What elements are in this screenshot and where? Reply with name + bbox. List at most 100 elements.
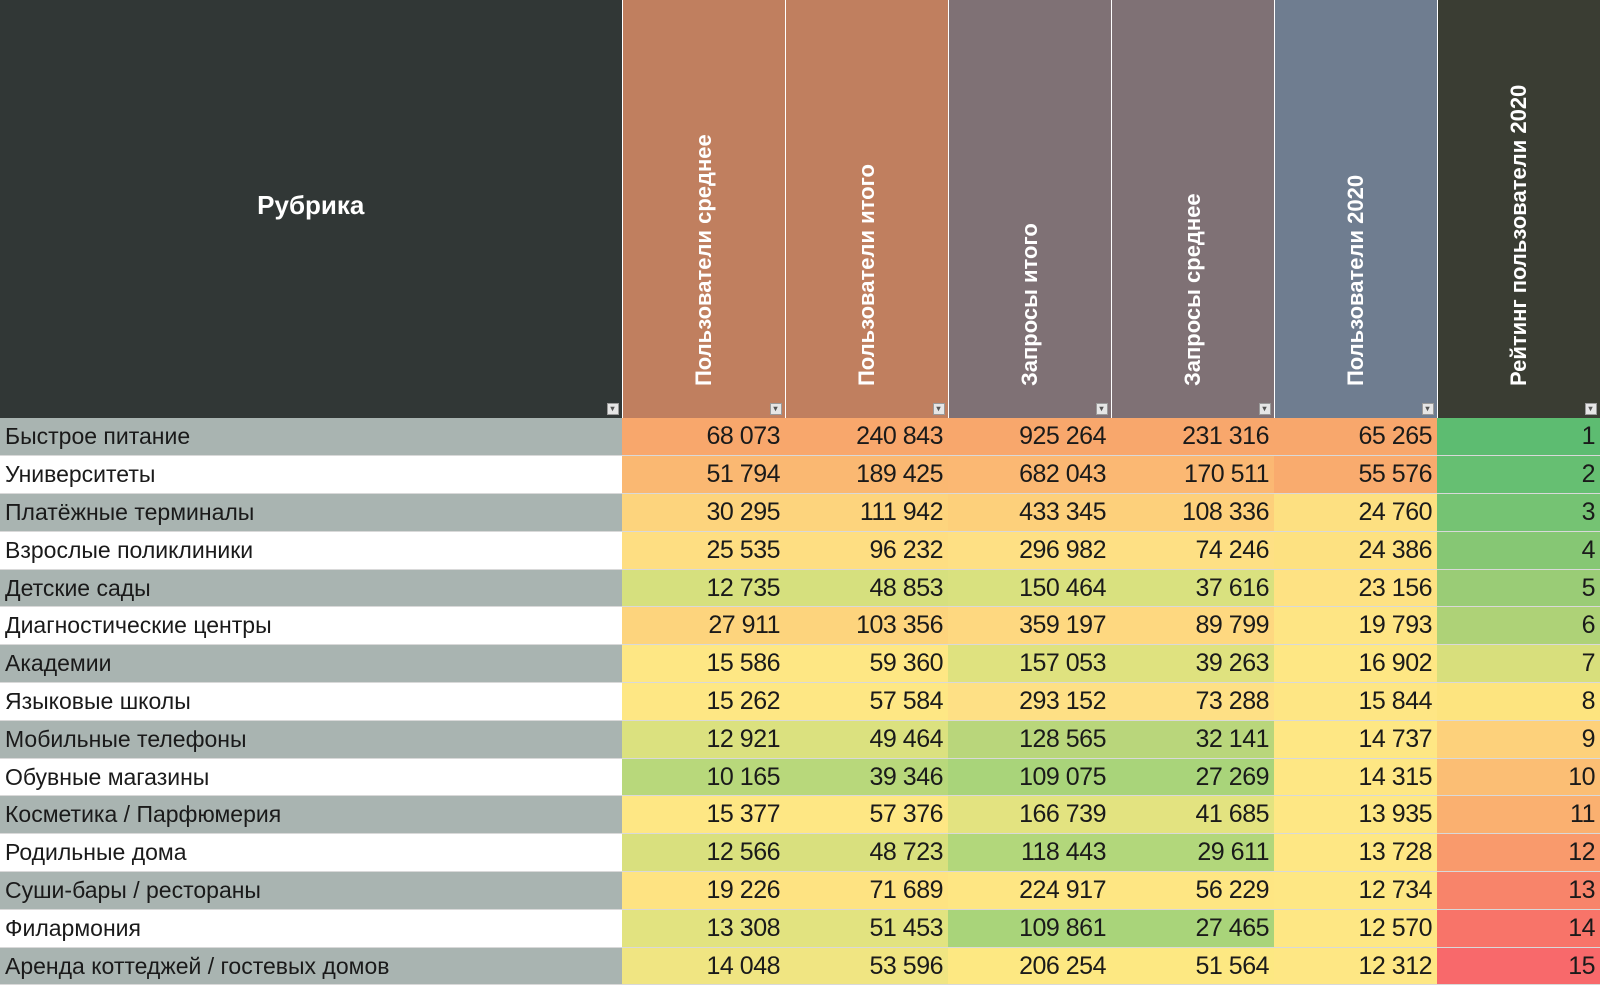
value-cell[interactable]: 157 053 — [948, 644, 1111, 684]
value-cell[interactable]: 68 073 — [622, 418, 785, 457]
value-cell[interactable]: 89 799 — [1111, 606, 1274, 646]
value-cell[interactable]: 13 935 — [1274, 795, 1437, 835]
filter-dropdown-icon[interactable]: ▾ — [1258, 403, 1271, 415]
rubric-name-cell[interactable]: Суши-бары / рестораны — [0, 871, 622, 910]
value-cell[interactable]: 51 453 — [785, 909, 948, 948]
value-cell[interactable]: 37 616 — [1111, 569, 1274, 608]
value-cell[interactable]: 8 — [1437, 682, 1600, 721]
value-cell[interactable]: 11 — [1437, 795, 1600, 835]
value-cell[interactable]: 682 043 — [948, 455, 1111, 495]
rubric-name-cell[interactable]: Взрослые поликлиники — [0, 531, 622, 570]
value-cell[interactable]: 56 229 — [1111, 871, 1274, 910]
value-cell[interactable]: 166 739 — [948, 795, 1111, 835]
value-cell[interactable]: 51 564 — [1111, 947, 1274, 985]
value-cell[interactable]: 16 902 — [1274, 644, 1437, 684]
value-cell[interactable]: 14 — [1437, 909, 1600, 948]
value-cell[interactable]: 12 — [1437, 833, 1600, 873]
value-cell[interactable]: 2 — [1437, 455, 1600, 495]
value-cell[interactable]: 48 853 — [785, 569, 948, 608]
filter-dropdown-icon[interactable]: ▾ — [769, 403, 782, 415]
value-cell[interactable]: 10 — [1437, 758, 1600, 797]
value-cell[interactable]: 32 141 — [1111, 720, 1274, 759]
value-cell[interactable]: 5 — [1437, 569, 1600, 608]
value-cell[interactable]: 65 265 — [1274, 418, 1437, 457]
value-cell[interactable]: 19 226 — [622, 871, 785, 910]
rubric-name-cell[interactable]: Косметика / Парфюмерия — [0, 795, 622, 835]
value-cell[interactable]: 96 232 — [785, 531, 948, 570]
rubric-name-cell[interactable]: Аренда коттеджей / гостевых домов — [0, 947, 622, 985]
value-cell[interactable]: 15 — [1437, 947, 1600, 985]
rubric-name-cell[interactable]: Обувные магазины — [0, 758, 622, 797]
value-cell[interactable]: 30 295 — [622, 493, 785, 532]
value-cell[interactable]: 189 425 — [785, 455, 948, 495]
value-cell[interactable]: 74 246 — [1111, 531, 1274, 570]
value-cell[interactable]: 59 360 — [785, 644, 948, 684]
value-cell[interactable]: 224 917 — [948, 871, 1111, 910]
value-cell[interactable]: 3 — [1437, 493, 1600, 532]
value-cell[interactable]: 12 734 — [1274, 871, 1437, 910]
rubric-name-cell[interactable]: Платёжные терминалы — [0, 493, 622, 532]
rubric-name-cell[interactable]: Быстрое питание — [0, 418, 622, 457]
value-cell[interactable]: 1 — [1437, 418, 1600, 457]
value-cell[interactable]: 29 611 — [1111, 833, 1274, 873]
value-cell[interactable]: 109 075 — [948, 758, 1111, 797]
value-cell[interactable]: 48 723 — [785, 833, 948, 873]
filter-dropdown-icon[interactable]: ▾ — [606, 403, 619, 415]
value-cell[interactable]: 27 269 — [1111, 758, 1274, 797]
value-cell[interactable]: 55 576 — [1274, 455, 1437, 495]
value-cell[interactable]: 15 262 — [622, 682, 785, 721]
value-cell[interactable]: 15 377 — [622, 795, 785, 835]
value-cell[interactable]: 109 861 — [948, 909, 1111, 948]
value-cell[interactable]: 13 308 — [622, 909, 785, 948]
value-cell[interactable]: 206 254 — [948, 947, 1111, 985]
value-cell[interactable]: 57 584 — [785, 682, 948, 721]
value-cell[interactable]: 13 728 — [1274, 833, 1437, 873]
value-cell[interactable]: 73 288 — [1111, 682, 1274, 721]
rubric-name-cell[interactable]: Университеты — [0, 455, 622, 495]
value-cell[interactable]: 128 565 — [948, 720, 1111, 759]
value-cell[interactable]: 240 843 — [785, 418, 948, 457]
value-cell[interactable]: 231 316 — [1111, 418, 1274, 457]
value-cell[interactable]: 925 264 — [948, 418, 1111, 457]
value-cell[interactable]: 24 760 — [1274, 493, 1437, 532]
filter-dropdown-icon[interactable]: ▾ — [1421, 403, 1434, 415]
rubric-name-cell[interactable]: Академии — [0, 644, 622, 684]
value-cell[interactable]: 25 535 — [622, 531, 785, 570]
rubric-name-cell[interactable]: Языковые школы — [0, 682, 622, 721]
value-cell[interactable]: 53 596 — [785, 947, 948, 985]
value-cell[interactable]: 103 356 — [785, 606, 948, 646]
value-cell[interactable]: 71 689 — [785, 871, 948, 910]
value-cell[interactable]: 39 346 — [785, 758, 948, 797]
value-cell[interactable]: 170 511 — [1111, 455, 1274, 495]
rubric-name-cell[interactable]: Мобильные телефоны — [0, 720, 622, 759]
value-cell[interactable]: 39 263 — [1111, 644, 1274, 684]
value-cell[interactable]: 9 — [1437, 720, 1600, 759]
rubric-name-cell[interactable]: Детские сады — [0, 569, 622, 608]
value-cell[interactable]: 24 386 — [1274, 531, 1437, 570]
value-cell[interactable]: 27 465 — [1111, 909, 1274, 948]
value-cell[interactable]: 7 — [1437, 644, 1600, 684]
value-cell[interactable]: 57 376 — [785, 795, 948, 835]
value-cell[interactable]: 118 443 — [948, 833, 1111, 873]
value-cell[interactable]: 41 685 — [1111, 795, 1274, 835]
value-cell[interactable]: 296 982 — [948, 531, 1111, 570]
value-cell[interactable]: 51 794 — [622, 455, 785, 495]
value-cell[interactable]: 15 844 — [1274, 682, 1437, 721]
value-cell[interactable]: 12 921 — [622, 720, 785, 759]
value-cell[interactable]: 10 165 — [622, 758, 785, 797]
value-cell[interactable]: 15 586 — [622, 644, 785, 684]
value-cell[interactable]: 12 735 — [622, 569, 785, 608]
rubric-name-cell[interactable]: Диагностические центры — [0, 606, 622, 646]
value-cell[interactable]: 108 336 — [1111, 493, 1274, 532]
value-cell[interactable]: 433 345 — [948, 493, 1111, 532]
value-cell[interactable]: 12 566 — [622, 833, 785, 873]
value-cell[interactable]: 111 942 — [785, 493, 948, 532]
filter-dropdown-icon[interactable]: ▾ — [1095, 403, 1108, 415]
value-cell[interactable]: 293 152 — [948, 682, 1111, 721]
filter-dropdown-icon[interactable]: ▾ — [1584, 403, 1597, 415]
value-cell[interactable]: 49 464 — [785, 720, 948, 759]
value-cell[interactable]: 359 197 — [948, 606, 1111, 646]
rubric-name-cell[interactable]: Филармония — [0, 909, 622, 948]
value-cell[interactable]: 12 570 — [1274, 909, 1437, 948]
value-cell[interactable]: 13 — [1437, 871, 1600, 910]
